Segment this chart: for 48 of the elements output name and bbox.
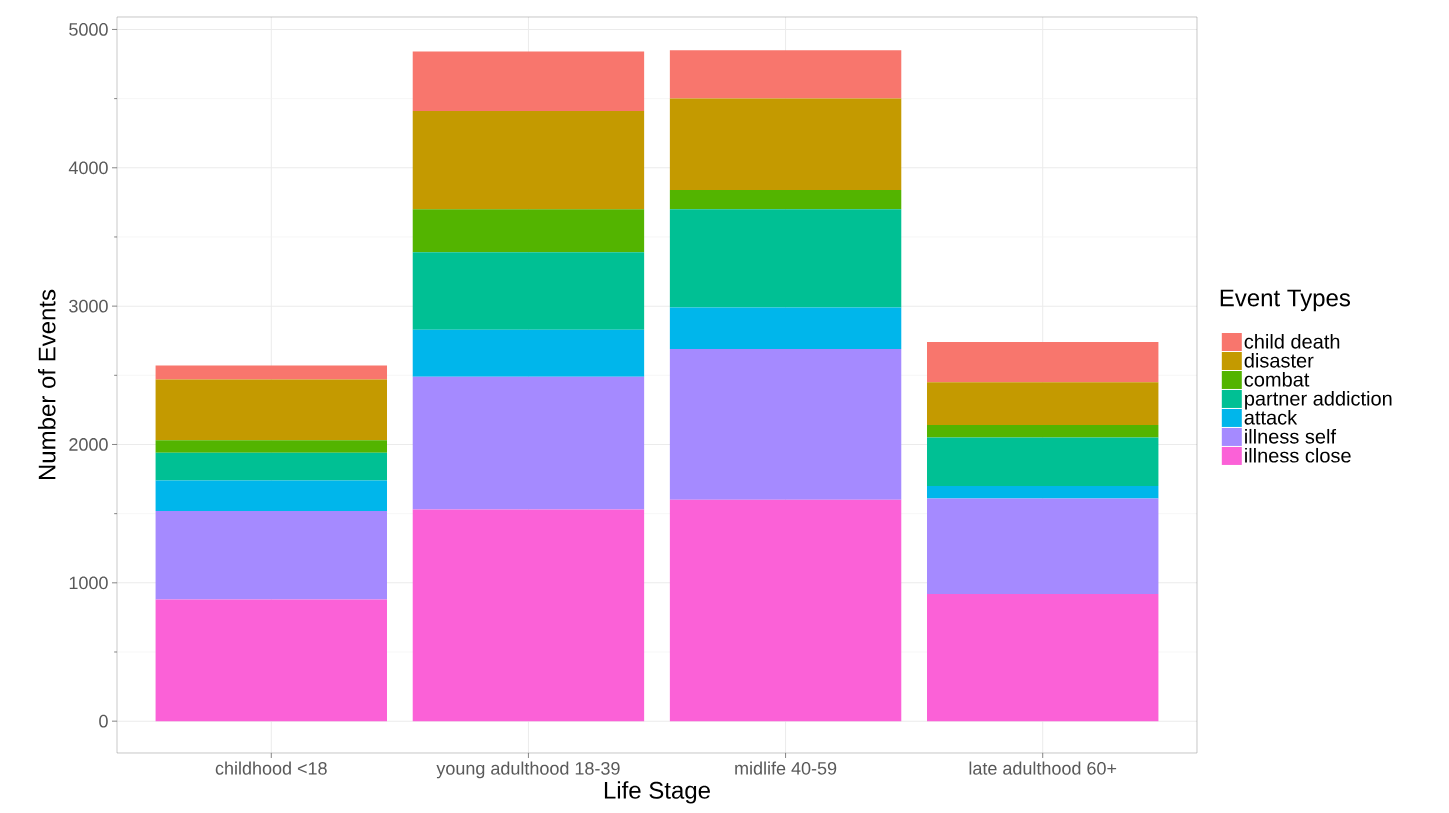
x-tick-label: midlife 40-59: [735, 761, 837, 775]
y-tick-label: 3000: [69, 299, 108, 313]
x-axis-title: Life Stage: [604, 781, 710, 804]
bar: [155, 379, 387, 441]
bar: [669, 50, 902, 99]
legend-label: disaster: [1244, 352, 1314, 368]
x-tick-label: late adulthood 60+: [969, 761, 1117, 775]
bar: [669, 307, 902, 350]
bar: [155, 480, 387, 511]
bar: [669, 98, 902, 190]
bar: [412, 51, 645, 112]
y-tick-label: 4000: [68, 161, 108, 175]
bar: [412, 209, 645, 253]
legend-label: illness self: [1245, 428, 1337, 444]
bar: [927, 342, 1159, 383]
bar: [927, 498, 1159, 594]
bar: [412, 252, 645, 330]
bar: [669, 349, 902, 500]
bar: [927, 593, 1159, 722]
legend-label: attack: [1244, 409, 1298, 425]
bar: [155, 599, 387, 722]
bar: [669, 209, 902, 308]
bar: [155, 440, 387, 453]
bar: [155, 365, 387, 380]
x-tick-label: childhood <18: [215, 761, 327, 775]
x-tick-label: young adulthood 18-39: [436, 761, 620, 779]
y-tick-label: 1000: [69, 576, 108, 590]
y-tick-label: 2000: [69, 438, 108, 451]
y-tick-label: 0: [99, 714, 108, 728]
legend-title: Event Types: [1220, 289, 1351, 312]
bar: [669, 499, 902, 722]
bar: [927, 485, 1159, 499]
legend-label: illness close: [1245, 447, 1351, 463]
bar: [155, 510, 387, 600]
bar: [412, 111, 645, 210]
legend-label: partner addiction: [1245, 390, 1392, 410]
bar: [412, 329, 645, 377]
bar: [412, 509, 645, 722]
legend-label: combat: [1244, 371, 1310, 387]
bar: [412, 376, 645, 510]
legend-label: child death: [1244, 333, 1340, 349]
bar: [927, 382, 1159, 426]
bar: [927, 437, 1159, 486]
bar: [155, 452, 387, 481]
y-axis-title: Number of Events: [37, 289, 56, 480]
y-tick-label: 5000: [69, 23, 108, 36]
bar: [669, 189, 902, 210]
bar: [927, 425, 1159, 438]
